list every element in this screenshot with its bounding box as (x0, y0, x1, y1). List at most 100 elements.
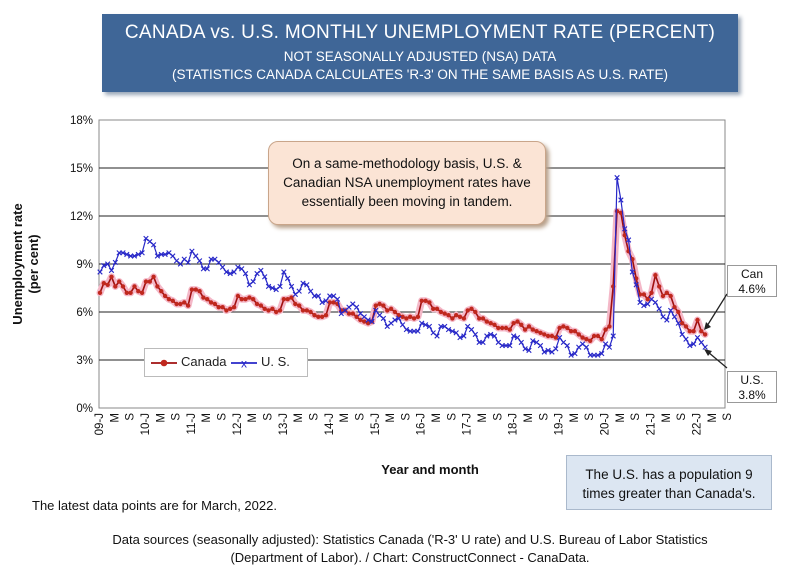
canada-point (208, 300, 214, 305)
canada-point (113, 284, 118, 289)
us-point (334, 296, 341, 302)
us-point (120, 250, 126, 256)
us-point (307, 288, 314, 294)
us-point (445, 326, 452, 333)
chart-title: CANADA vs. U.S. MONTHLY UNEMPLOYMENT RAT… (124, 22, 716, 43)
canada-point (293, 301, 298, 307)
canada-point (530, 327, 535, 332)
canada-point (162, 293, 168, 299)
us-point (392, 317, 398, 323)
canada-point (561, 324, 566, 329)
us-point (510, 333, 517, 339)
x-tick-label: M (661, 413, 673, 423)
canada-point (446, 313, 451, 318)
svg-text:x: x (241, 357, 247, 371)
canada-point (385, 308, 390, 313)
canada-point (683, 324, 689, 329)
canada-point (408, 314, 413, 319)
canada-point (281, 297, 286, 302)
canada-point (251, 297, 256, 302)
us-point (675, 320, 682, 326)
us-point (422, 322, 429, 328)
canada-point (377, 301, 382, 307)
data-source-note: Data sources (seasonally adjusted): Stat… (60, 531, 760, 567)
us-point (193, 253, 199, 259)
canada-point (557, 325, 562, 331)
x-tick-label: 10-J (140, 413, 152, 435)
canada-point (308, 309, 313, 315)
us-point (426, 323, 433, 330)
us-point (694, 334, 701, 341)
canada-point (220, 305, 225, 310)
y-tick-label: 12% (70, 211, 93, 223)
canada-point (159, 289, 164, 294)
us-point (472, 331, 479, 338)
us-point (319, 299, 325, 306)
us-point (365, 317, 371, 323)
canada-point (289, 295, 294, 300)
us-point (227, 270, 233, 277)
canada-point (262, 306, 267, 311)
us-point (315, 293, 321, 299)
us-point (219, 264, 226, 270)
us-point (235, 264, 241, 270)
canada-point (461, 316, 467, 321)
source-line-1: Data sources (seasonally adjusted): Stat… (112, 532, 708, 547)
canada-point (235, 293, 241, 299)
x-tick-label: 13-J (278, 413, 290, 435)
canada-point (170, 298, 175, 303)
canada-point (419, 298, 424, 303)
canada-point (603, 327, 608, 332)
canada-point (500, 325, 505, 331)
us-point (150, 242, 157, 248)
us-point (380, 315, 387, 322)
us-point (403, 326, 410, 333)
canada-point (327, 300, 332, 305)
us-point (618, 197, 624, 203)
canada-point (182, 300, 187, 305)
y-axis-label: Unemployment rate(per cent) (10, 203, 41, 324)
canada-point (124, 290, 129, 295)
us-point (135, 251, 141, 258)
canada-point (415, 314, 421, 319)
us-point (564, 342, 570, 349)
x-tick-label: M (247, 413, 259, 423)
us-point (131, 253, 138, 259)
us-point (698, 339, 704, 346)
canada-point (247, 295, 252, 300)
us-point (277, 283, 283, 290)
can-pointer-line (706, 293, 728, 327)
us-point (614, 174, 620, 181)
canada-point (469, 306, 474, 311)
chart-subtitle-1: NOT SEASONALLY ADJUSTED (NSA) DATA (283, 49, 557, 64)
x-tick-label: S (400, 413, 412, 421)
us-point (453, 330, 459, 336)
us-point (419, 320, 425, 326)
x-tick-labels: 09-J M S 10-J M S 11-J M S 12-J M S 13-J M S 14-J M S 15-J… (94, 413, 734, 436)
canada-point (477, 316, 482, 321)
canada-point (484, 319, 489, 324)
canada-point (607, 324, 612, 329)
canada-point (565, 325, 570, 331)
canada-point (396, 313, 401, 318)
canada-point (660, 293, 666, 299)
canada-point (346, 311, 352, 316)
us-point (373, 307, 379, 314)
can-pointer-arrow (704, 322, 711, 330)
us-point (262, 274, 268, 280)
canada-point (128, 290, 133, 295)
canada-point (438, 309, 444, 315)
x-tick-label: S (538, 413, 550, 421)
canada-point (680, 321, 685, 326)
y-tick-label: 6% (76, 307, 93, 319)
us-pointer-arrow (704, 349, 712, 356)
x-tick-label: 14-J (324, 413, 336, 435)
canada-point (695, 317, 700, 323)
canada-point (101, 281, 107, 286)
x-tick-label: S (354, 413, 366, 421)
us-point (667, 307, 674, 314)
canada-point (323, 313, 329, 318)
population-line-2: times greater than Canada's. (582, 486, 756, 501)
canada-point (274, 309, 279, 315)
chart-subtitle-2: (STATISTICS CANADA CALCULATES 'R-3' ON T… (171, 67, 668, 82)
